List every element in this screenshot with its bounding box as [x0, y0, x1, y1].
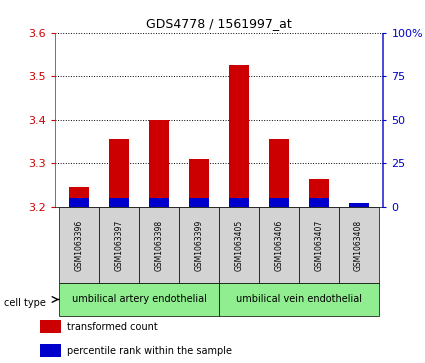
Bar — [259, 207, 299, 283]
Bar — [219, 207, 259, 283]
Bar — [69, 198, 89, 207]
Bar — [229, 65, 249, 207]
Bar — [149, 198, 169, 207]
Text: GSM1063408: GSM1063408 — [354, 220, 363, 270]
Bar — [269, 198, 289, 207]
Text: GSM1063399: GSM1063399 — [194, 219, 204, 271]
Bar — [40, 320, 61, 333]
Bar — [339, 207, 379, 283]
Text: umbilical vein endothelial: umbilical vein endothelial — [236, 294, 362, 305]
Bar — [40, 344, 61, 357]
Bar — [149, 120, 169, 207]
Text: GSM1063398: GSM1063398 — [155, 220, 164, 270]
Bar — [189, 198, 209, 207]
Text: GSM1063405: GSM1063405 — [234, 219, 244, 271]
Bar — [99, 207, 139, 283]
Text: GSM1063407: GSM1063407 — [314, 219, 323, 271]
Bar — [219, 283, 379, 316]
Bar — [109, 139, 129, 207]
Text: percentile rank within the sample: percentile rank within the sample — [67, 346, 232, 356]
Bar — [269, 139, 289, 207]
Bar — [69, 187, 89, 207]
Bar — [109, 198, 129, 207]
Bar — [229, 198, 249, 207]
Text: umbilical artery endothelial: umbilical artery endothelial — [72, 294, 207, 305]
Text: transformed count: transformed count — [67, 322, 158, 332]
Bar — [179, 207, 219, 283]
Bar — [139, 207, 179, 283]
Bar — [309, 179, 329, 207]
Text: GSM1063397: GSM1063397 — [115, 219, 124, 271]
Bar — [189, 159, 209, 207]
Bar — [59, 283, 219, 316]
Text: cell type: cell type — [4, 298, 46, 308]
Bar — [309, 198, 329, 207]
Text: GSM1063396: GSM1063396 — [75, 219, 84, 271]
Bar — [348, 203, 368, 207]
Text: GSM1063406: GSM1063406 — [274, 219, 283, 271]
Title: GDS4778 / 1561997_at: GDS4778 / 1561997_at — [146, 17, 292, 30]
Bar — [299, 207, 339, 283]
Bar — [348, 203, 368, 207]
Bar — [59, 207, 99, 283]
